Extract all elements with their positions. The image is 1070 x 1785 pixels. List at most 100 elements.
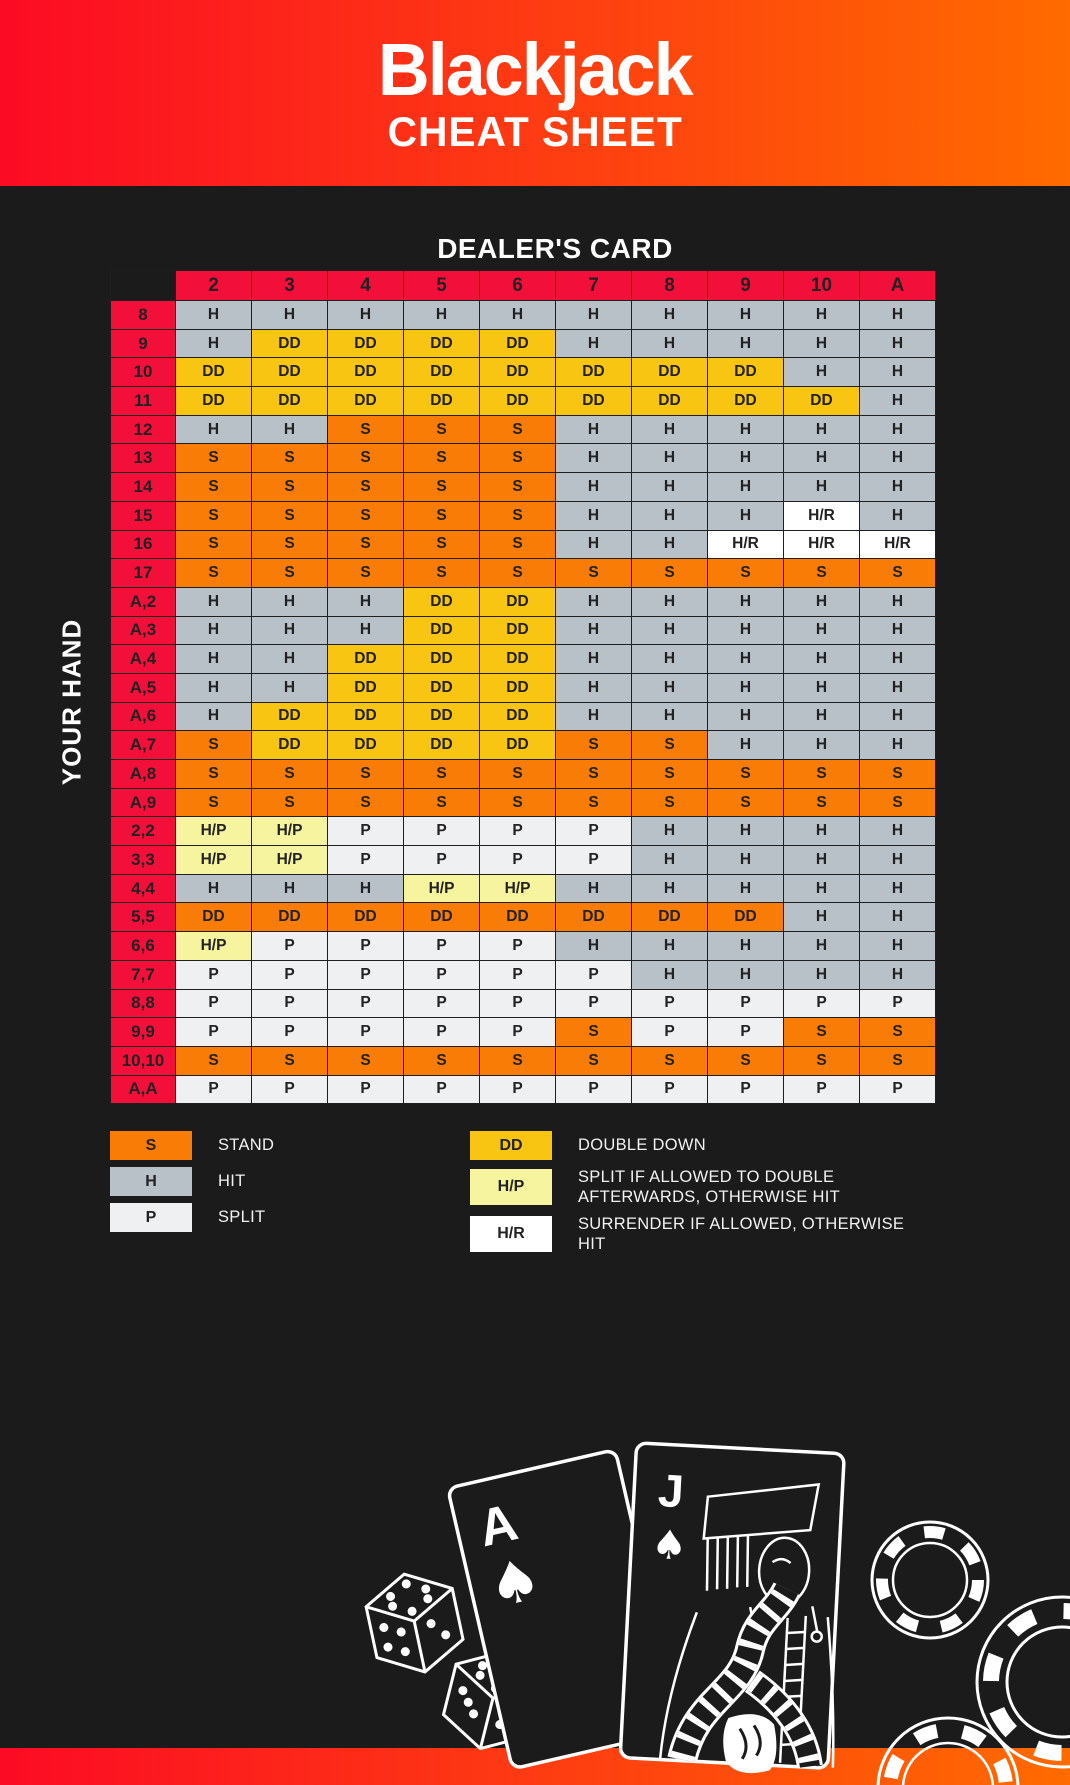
hand-row-label: 10,10 [110,1045,176,1076]
strategy-cell: S [783,759,860,789]
strategy-cell: P [327,1017,404,1047]
strategy-cell: H [707,586,784,617]
strategy-cell: P [555,988,632,1019]
table-corner [110,270,176,301]
strategy-cell: DD [251,386,328,416]
strategy-cell: S [555,558,632,588]
table-row: 10,10 S S S S S S S S S S [110,1045,936,1076]
playing-card-ace-icon: A ♠ [447,1449,680,1769]
strategy-cell: H [251,414,328,445]
legend-left-column: S STAND H HIT P SPLIT [110,1131,274,1232]
legend-swatch: P [110,1203,192,1232]
dealer-column-header: A [859,270,936,301]
strategy-cell: S [327,558,404,588]
strategy-cell: H/R [859,529,936,560]
hand-row-label: 8,8 [110,988,176,1019]
hand-row-label: 4,4 [110,873,176,904]
strategy-cell: H [783,873,860,904]
strategy-cell: H [859,472,936,502]
hand-row-label: 2,2 [110,816,176,847]
strategy-cell: S [175,472,252,502]
table-row: 8,8 P P P P P P P P P P [110,988,936,1019]
strategy-cell: DD [251,730,328,760]
strategy-cell: S [631,1045,708,1076]
strategy-cell: P [479,931,556,961]
strategy-cell: H [707,931,784,961]
strategy-cell: H [707,414,784,445]
strategy-cell: S [403,529,480,560]
strategy-cell: DD [403,701,480,732]
strategy-cell: S [555,1045,632,1076]
table-row: 10 DD DD DD DD DD DD DD DD H H [110,357,936,388]
hand-row-label: A,9 [110,787,176,818]
strategy-cell: H [403,300,480,330]
legend-swatch: H [110,1167,192,1196]
cards-dice-chips-illustration: A ♠ J ♠ [364,1441,1070,1785]
strategy-cell: P [555,959,632,990]
legend-item: H/P SPLIT IF ALLOWED TO DOUBLE AFTERWARDS… [470,1167,908,1207]
strategy-cell: P [479,959,556,990]
legend-swatch: H/P [470,1169,552,1206]
table-row: 3,3 H/P H/P P P P P H H H H [110,845,936,875]
strategy-cell: S [479,558,556,588]
hand-row-label: A,2 [110,586,176,617]
strategy-cell: DD [403,672,480,703]
strategy-cell: DD [479,902,556,933]
strategy-cell: P [327,931,404,961]
strategy-cell: S [251,443,328,474]
strategy-cell: H [859,672,936,703]
strategy-cell: H [783,472,860,502]
strategy-cell: DD [327,902,404,933]
hand-row-label: 8 [110,300,176,330]
table-row: 14 S S S S S H H H H H [110,472,936,502]
strategy-cell: H [707,701,784,732]
strategy-cell: H [631,472,708,502]
strategy-cell: S [175,443,252,474]
strategy-cell: H [631,873,708,904]
strategy-cell: P [251,931,328,961]
strategy-cell: S [555,730,632,760]
poker-chip-icon [876,1716,1020,1785]
strategy-cell: S [403,558,480,588]
table-row: A,8 S S S S S S S S S S [110,759,936,789]
strategy-cell: DD [175,357,252,388]
strategy-cell: H [783,672,860,703]
dealer-column-header: 8 [631,270,708,301]
strategy-cell: H [251,644,328,674]
strategy-cell: H [631,644,708,674]
dealer-column-header: 4 [327,270,404,301]
strategy-cell: H [859,959,936,990]
strategy-cell: H [479,300,556,330]
strategy-cell: DD [479,730,556,760]
hand-row-label: A,7 [110,730,176,760]
strategy-cell: H [783,816,860,847]
strategy-cell: P [631,1017,708,1047]
die-one-icon [364,1572,465,1674]
strategy-cell: H [631,443,708,474]
table-row: A,A P P P P P P P P P P [110,1074,936,1105]
strategy-cell: H/P [175,931,252,961]
strategy-cell: P [555,845,632,875]
strategy-cell: DD [327,701,404,732]
dealer-column-header: 6 [479,270,556,301]
strategy-cell: H/P [479,873,556,904]
table-row: 5,5 DD DD DD DD DD DD DD DD H H [110,902,936,933]
strategy-cell: P [479,845,556,875]
table-row: 15 S S S S S H H H H/R H [110,500,936,531]
strategy-cell: DD [479,615,556,646]
strategy-cell: H [783,328,860,359]
strategy-cell: DD [403,357,480,388]
strategy-cell: P [555,816,632,847]
strategy-cell: DD [403,386,480,416]
strategy-cell: H [859,414,936,445]
strategy-cell: S [327,443,404,474]
legend-label: DOUBLE DOWN [578,1136,706,1155]
strategy-cell: H [859,300,936,330]
table-row: 16 S S S S S H H H/R H/R H/R [110,529,936,560]
strategy-cell: DD [327,730,404,760]
strategy-cell: P [251,959,328,990]
page-subtitle: CHEAT SHEET [387,108,683,155]
strategy-cell: S [707,759,784,789]
strategy-cell: DD [707,357,784,388]
